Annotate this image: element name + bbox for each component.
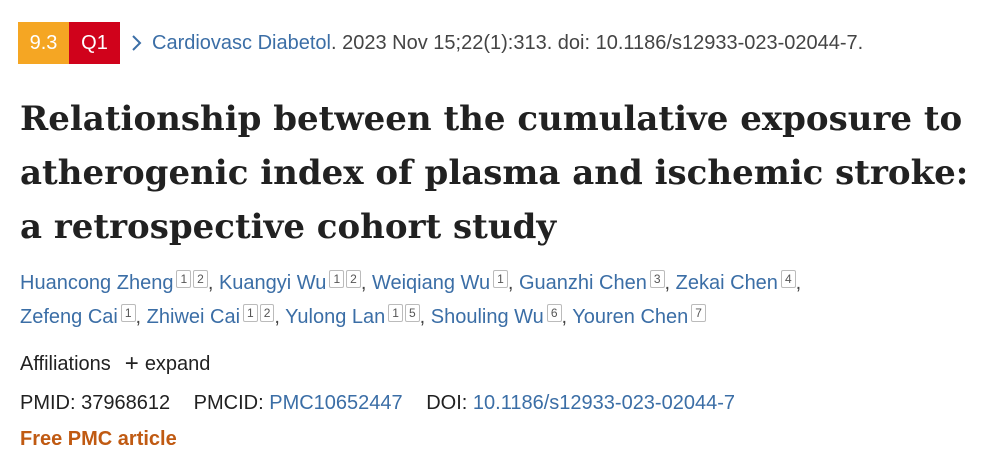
author-link[interactable]: Zefeng Cai — [20, 306, 118, 328]
article-title: Relationship between the cumulative expo… — [20, 99, 969, 247]
affiliation-number-button[interactable]: 7 — [691, 304, 706, 322]
affiliation-number-button[interactable]: 1 — [243, 304, 258, 322]
author-entry: Zekai Chen 4, — [675, 270, 802, 294]
author-link[interactable]: Huancong Zheng — [20, 272, 174, 294]
citation-details: . 2023 Nov 15;22(1):313. doi: 10.1186/s1… — [330, 31, 864, 54]
affiliation-number-button[interactable]: 2 — [259, 304, 275, 322]
author-entry: Yulong Lan 1 5, — [285, 304, 431, 328]
author-link[interactable]: Yulong Lan — [285, 306, 386, 328]
expand-label: expand — [144, 352, 211, 375]
doi-link[interactable]: 10.1186/s12933-023-02044-7 — [472, 392, 735, 414]
author-link[interactable]: Youren Chen — [572, 306, 689, 328]
author-link[interactable]: Zhiwei Cai — [146, 306, 241, 328]
author-entry: Zefeng Cai 1, — [20, 304, 147, 328]
plus-icon: + — [124, 350, 139, 377]
quartile-badge: Q1 — [69, 22, 120, 64]
impact-factor-badge: 9.3 — [18, 22, 69, 64]
author-entry: Youren Chen 7 — [572, 304, 706, 328]
author-entry: Guanzhi Chen 3, — [518, 270, 676, 294]
author-link[interactable]: Shouling Wu — [430, 306, 544, 328]
affiliation-number-button[interactable]: 6 — [546, 304, 562, 322]
affiliation-number-button[interactable]: 4 — [780, 270, 796, 288]
affiliation-number-button[interactable]: 1 — [388, 304, 403, 322]
author-link[interactable]: Weiqiang Wu — [371, 272, 491, 294]
citation-bar: 9.3 Q1 Cardiovasc Diabetol . 2023 Nov 15… — [18, 22, 863, 64]
author-entry: Zhiwei Cai 1 2, — [146, 304, 286, 328]
expand-affiliations-button[interactable]: + expand — [125, 352, 211, 376]
author-entry: Weiqiang Wu 1, — [371, 270, 519, 294]
affiliation-number-button[interactable]: 1 — [329, 270, 345, 288]
pmid-value: 37968612 — [81, 392, 171, 414]
affiliations-label: Affiliations — [20, 352, 111, 375]
pmid-label: PMID: — [20, 392, 76, 414]
author-entry: Huancong Zheng 1 2, — [20, 270, 219, 294]
affiliation-number-button[interactable]: 5 — [404, 304, 420, 322]
chevron-right-icon[interactable] — [130, 33, 144, 53]
journal-link[interactable]: Cardiovasc Diabetol — [152, 31, 331, 54]
affiliations-row: Affiliations + expand — [20, 352, 210, 376]
author-link[interactable]: Kuangyi Wu — [218, 272, 327, 294]
doi-label: DOI: — [426, 392, 468, 414]
pmcid-link[interactable]: PMC10652447 — [269, 392, 403, 414]
pmcid-label: PMCID: — [193, 392, 264, 414]
affiliation-number-button[interactable]: 1 — [120, 304, 136, 322]
affiliation-number-button[interactable]: 2 — [193, 270, 208, 288]
author-link[interactable]: Guanzhi Chen — [518, 272, 647, 294]
author-link[interactable]: Zekai Chen — [675, 272, 778, 294]
author-entry: Kuangyi Wu 1 2, — [218, 270, 372, 294]
author-entry: Shouling Wu 6, — [430, 304, 573, 328]
affiliation-number-button[interactable]: 1 — [493, 270, 508, 288]
author-list: Huancong Zheng 1 2, Kuangyi Wu 1 2, Weiqiang… — [20, 266, 980, 334]
free-pmc-article-label[interactable]: Free PMC article — [20, 428, 177, 450]
affiliation-number-button[interactable]: 3 — [649, 270, 665, 288]
affiliation-number-button[interactable]: 2 — [346, 270, 361, 288]
identifiers-row: PMID: 37968612 PMCID: PMC10652447 DOI: 1… — [20, 392, 735, 415]
affiliation-number-button[interactable]: 1 — [176, 270, 192, 288]
